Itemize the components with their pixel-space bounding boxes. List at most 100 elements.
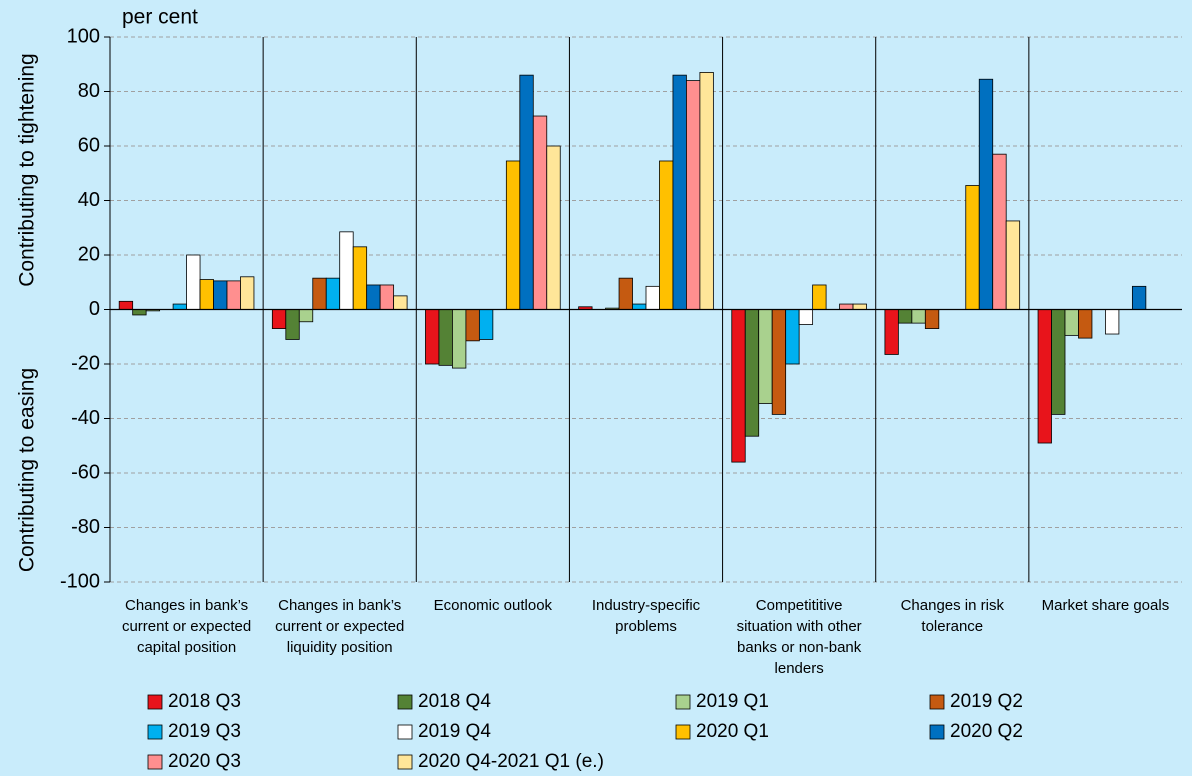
bar — [213, 280, 228, 310]
bar — [1064, 309, 1079, 336]
y-tick-label: 60 — [78, 134, 100, 156]
legend-swatch — [675, 694, 691, 710]
bar — [839, 303, 854, 310]
y-tick-label: -40 — [71, 407, 100, 429]
bar — [546, 145, 561, 310]
bar — [699, 72, 714, 310]
bar — [897, 309, 913, 324]
y-tick-label: 80 — [78, 80, 100, 102]
bar — [1051, 309, 1066, 415]
legend-label: 2019 Q1 — [696, 691, 769, 712]
legend-swatch — [675, 724, 691, 740]
bar — [519, 74, 534, 310]
y-tick-label: -80 — [71, 516, 100, 538]
y-tick-label: 40 — [78, 189, 100, 211]
bar — [659, 160, 674, 310]
bar — [731, 309, 746, 463]
legend-label: 2018 Q4 — [418, 691, 491, 712]
legend-swatch — [929, 724, 945, 740]
bar — [911, 309, 926, 324]
bar — [505, 160, 521, 310]
bar — [325, 277, 341, 310]
y-axis-label-top: Contributing to tightening — [16, 53, 39, 287]
bar — [632, 303, 647, 310]
bar — [118, 300, 134, 310]
bar — [978, 78, 994, 310]
y-tick-label: -20 — [71, 352, 100, 374]
bar — [438, 309, 453, 366]
bar — [785, 309, 800, 365]
y-axis-label-bottom: Contributing to easing — [16, 368, 39, 572]
bar — [132, 309, 147, 316]
bar — [1005, 220, 1021, 310]
unit-label: per cent — [122, 6, 198, 29]
bar — [312, 277, 327, 310]
bar — [172, 303, 187, 310]
legend-swatch — [147, 724, 163, 740]
legend-label: 2020 Q2 — [950, 721, 1023, 742]
x-tick-label: Changes in bank’s current or expected liqu… — [275, 597, 404, 656]
legend-label: 2020 Q3 — [168, 751, 241, 772]
bar — [298, 309, 314, 323]
legend-label: 2019 Q2 — [950, 691, 1023, 712]
legend-label: 2020 Q1 — [696, 721, 769, 742]
bar — [199, 279, 214, 310]
legend-label: 2019 Q3 — [168, 721, 241, 742]
bar — [532, 115, 548, 310]
bar — [1105, 309, 1120, 335]
x-tick-label: Industry-specific problems — [592, 597, 701, 635]
bar — [618, 277, 633, 310]
bar — [924, 309, 940, 329]
y-tick-label: 0 — [89, 298, 100, 320]
bar — [379, 284, 395, 310]
legend-swatch — [147, 694, 163, 710]
bar — [771, 309, 787, 415]
bar — [339, 231, 354, 310]
bar — [240, 276, 255, 310]
bar — [798, 309, 814, 325]
bar — [285, 309, 300, 340]
x-tick-label: Market share goals — [1042, 597, 1170, 614]
bar — [452, 309, 467, 369]
bar — [812, 284, 827, 310]
x-tick-label: Changes in bank’s current or expected capi… — [122, 597, 251, 656]
x-tick-label: Economic outlook — [434, 597, 553, 614]
x-tick-label: Changes in risk tolerance — [901, 597, 1005, 635]
bar — [686, 80, 701, 310]
bar — [1131, 285, 1147, 310]
bar — [271, 309, 287, 329]
bar — [645, 285, 660, 310]
legend-label: 2020 Q4-2021 Q1 (e.) — [418, 751, 604, 772]
legend-swatch — [397, 694, 413, 710]
legend-label: 2019 Q4 — [418, 721, 491, 742]
bar — [758, 309, 773, 404]
x-tick-label: Competititive situation with other banks o… — [737, 597, 862, 677]
bar — [1037, 309, 1052, 444]
bar — [992, 153, 1007, 310]
bar — [226, 280, 241, 310]
bar — [744, 309, 760, 437]
y-tick-label: -100 — [60, 570, 100, 592]
bar — [1078, 309, 1093, 339]
bar — [852, 303, 867, 310]
bar — [672, 74, 687, 310]
bar — [186, 254, 201, 310]
bar — [352, 246, 368, 310]
bar — [425, 309, 440, 365]
bar — [393, 295, 408, 310]
legend-swatch — [147, 754, 163, 770]
bar — [465, 309, 480, 342]
bar — [366, 284, 381, 310]
bar — [965, 185, 980, 310]
legend-label: 2018 Q3 — [168, 691, 241, 712]
y-tick-label: 20 — [78, 243, 100, 265]
y-tick-label: 100 — [67, 25, 100, 47]
y-tick-label: -60 — [71, 461, 100, 483]
legend-swatch — [929, 694, 945, 710]
bar — [884, 309, 899, 355]
legend-swatch — [397, 754, 413, 770]
bar — [478, 309, 494, 340]
